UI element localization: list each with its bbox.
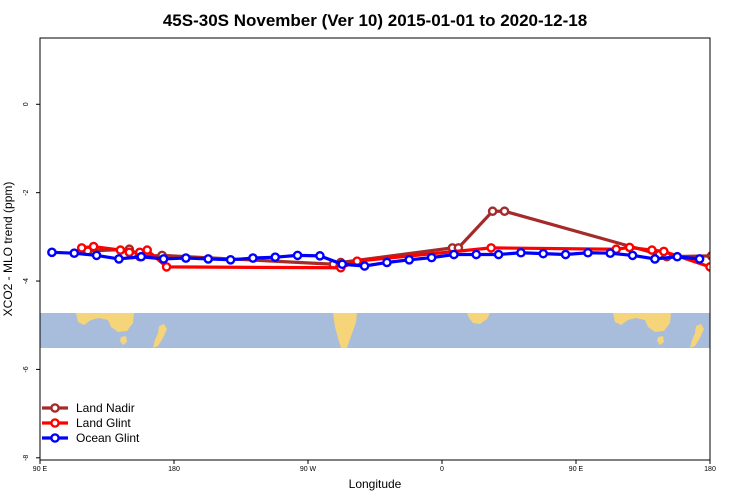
data-point-land-glint xyxy=(76,243,87,253)
data-point-ocean-glint xyxy=(471,249,482,260)
y-axis-label: XCO2 - MLO trend (ppm) xyxy=(1,182,15,317)
x-tick-label: 90 E xyxy=(33,466,48,473)
data-point-ocean-glint xyxy=(270,252,281,262)
y-tick-label: -4 xyxy=(23,278,30,284)
data-point-land-glint xyxy=(142,245,152,255)
y-tick-label: -2 xyxy=(23,189,30,195)
ocean-background xyxy=(40,313,710,348)
data-point-ocean-glint xyxy=(181,253,191,263)
data-point-land-nadir xyxy=(706,251,710,261)
data-point-ocean-glint xyxy=(404,255,415,265)
legend-label: Land Nadir xyxy=(76,401,135,415)
data-point-ocean-glint xyxy=(672,251,683,262)
legend-item-land-glint: Land Glint xyxy=(42,416,131,430)
data-point-ocean-glint xyxy=(158,254,169,264)
tasmania-landmass xyxy=(120,336,127,345)
data-point-land-glint xyxy=(161,262,172,272)
data-point-ocean-glint xyxy=(136,251,147,262)
data-point-ocean-glint xyxy=(225,255,236,265)
legend-swatch-marker xyxy=(50,403,60,413)
data-point-ocean-glint xyxy=(315,251,325,261)
data-point-land-nadir xyxy=(499,206,510,217)
x-tick-label: 90 E xyxy=(569,466,584,473)
legend-swatch-marker xyxy=(50,433,60,443)
y-axis: 0 -2 -4 -6 -8 xyxy=(23,102,40,461)
data-point-ocean-glint xyxy=(91,250,102,261)
data-point-ocean-glint xyxy=(359,261,370,271)
data-point-land-glint xyxy=(88,241,99,252)
data-point-ocean-glint xyxy=(337,259,348,270)
legend-label: Ocean Glint xyxy=(76,431,140,445)
tasmania-landmass-repeat xyxy=(657,336,664,345)
data-point-land-glint xyxy=(705,262,710,272)
data-point-ocean-glint xyxy=(203,254,214,264)
legend-swatch-marker xyxy=(50,418,60,428)
data-point-land-glint xyxy=(115,245,126,255)
x-axis: 90 E 180 90 W 0 90 E 180 xyxy=(33,460,716,473)
y-tick-label: -6 xyxy=(23,366,30,372)
data-point-ocean-glint xyxy=(47,247,57,258)
australia-landmass-repeat xyxy=(613,313,671,332)
x-axis-label: Longitude xyxy=(349,477,402,491)
legend-label: Land Glint xyxy=(76,416,131,430)
legend-item-land-nadir: Land Nadir xyxy=(42,401,135,415)
x-tick-label: 180 xyxy=(168,466,180,473)
y-tick-label: -8 xyxy=(23,455,30,461)
data-point-ocean-glint xyxy=(516,247,526,258)
plot-frame xyxy=(39,37,711,461)
new-zealand-landmass-repeat xyxy=(690,324,704,348)
data-point-ocean-glint xyxy=(426,252,437,263)
data-point-land-glint xyxy=(659,246,669,257)
data-point-ocean-glint xyxy=(605,248,616,258)
x-tick-label: 180 xyxy=(704,466,716,473)
legend-item-ocean-glint: Ocean Glint xyxy=(42,431,140,445)
data-point-ocean-glint xyxy=(650,254,660,264)
data-point-land-glint xyxy=(124,247,135,258)
data-point-ocean-glint xyxy=(449,249,459,260)
data-point-ocean-glint xyxy=(292,250,303,261)
data-point-ocean-glint xyxy=(627,250,638,261)
series-ocean-glint xyxy=(47,247,705,271)
africa-landmass xyxy=(467,313,490,324)
data-point-ocean-glint xyxy=(694,254,705,264)
data-point-land-nadir xyxy=(487,206,498,217)
chart-title: 45S-30S November (Ver 10) 2015-01-01 to … xyxy=(163,11,587,30)
data-point-ocean-glint xyxy=(560,249,571,260)
australia-landmass xyxy=(76,313,134,332)
data-point-ocean-glint xyxy=(114,254,124,264)
x-tick-label: 0 xyxy=(440,466,444,473)
y-tick-label: 0 xyxy=(23,102,30,106)
data-point-ocean-glint xyxy=(493,249,504,260)
x-tick-label: 90 W xyxy=(300,466,317,473)
data-point-ocean-glint xyxy=(69,248,80,258)
series-layer xyxy=(47,206,710,273)
data-point-land-glint xyxy=(486,243,496,253)
data-point-land-glint xyxy=(624,242,635,253)
data-point-ocean-glint xyxy=(538,248,549,259)
south-america-landmass xyxy=(333,313,357,348)
map-band xyxy=(40,313,710,348)
new-zealand-landmass xyxy=(153,324,167,348)
data-point-ocean-glint xyxy=(382,257,392,268)
data-point-ocean-glint xyxy=(248,253,258,263)
data-point-ocean-glint xyxy=(583,247,593,258)
data-point-land-glint xyxy=(647,245,657,255)
